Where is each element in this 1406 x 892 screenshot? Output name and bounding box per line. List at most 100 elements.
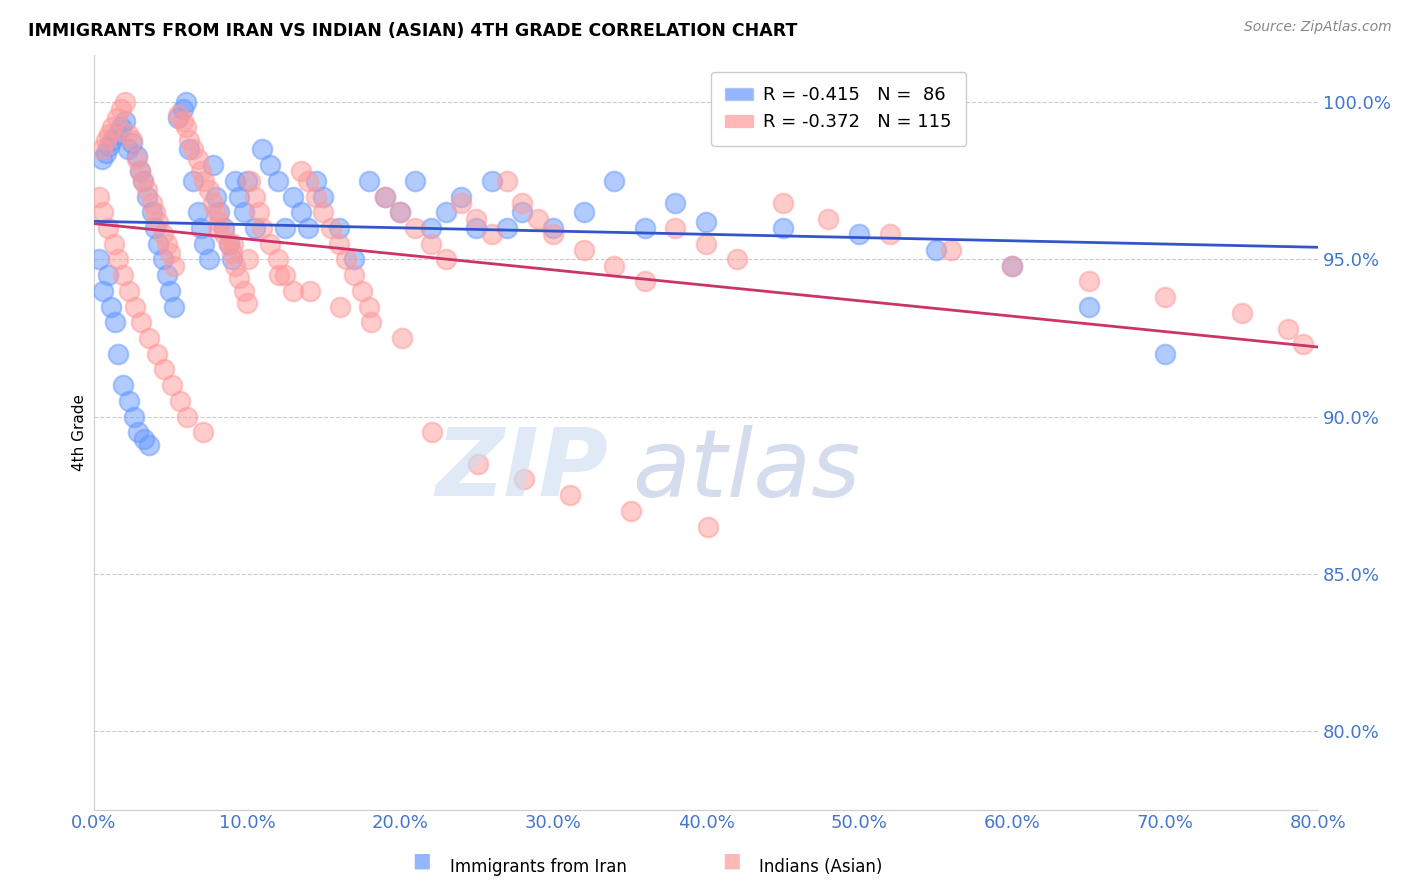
Point xyxy=(218,236,240,251)
Point xyxy=(1230,306,1253,320)
Point xyxy=(218,236,240,251)
Text: atlas: atlas xyxy=(633,425,860,516)
Point xyxy=(153,362,176,376)
Point xyxy=(197,183,219,197)
Point xyxy=(176,409,198,424)
Point xyxy=(105,111,128,125)
Point xyxy=(297,174,319,188)
Point xyxy=(91,284,114,298)
Point xyxy=(817,211,839,226)
Point xyxy=(772,195,794,210)
Point xyxy=(572,205,595,219)
Point xyxy=(359,300,381,314)
Point xyxy=(148,215,170,229)
Point xyxy=(481,227,503,242)
Point xyxy=(388,205,411,219)
Point xyxy=(118,284,141,298)
Point xyxy=(132,174,155,188)
Point xyxy=(343,268,366,282)
Point xyxy=(183,143,205,157)
Point xyxy=(879,227,901,242)
Point xyxy=(420,425,443,440)
Point xyxy=(91,205,114,219)
Point xyxy=(121,136,143,150)
Point xyxy=(174,95,197,110)
Point xyxy=(125,152,148,166)
Point xyxy=(695,236,717,251)
Point xyxy=(177,143,200,157)
Point xyxy=(202,158,225,172)
Point xyxy=(281,284,304,298)
Point xyxy=(98,139,121,153)
Point xyxy=(208,215,231,229)
Point xyxy=(224,259,246,273)
Point xyxy=(239,174,262,188)
Point xyxy=(465,221,488,235)
Point xyxy=(321,221,343,235)
Point xyxy=(193,174,215,188)
Point xyxy=(156,236,179,251)
Point xyxy=(124,300,146,314)
Point xyxy=(172,102,194,116)
Text: Immigrants from Iran: Immigrants from Iran xyxy=(450,858,627,876)
Point xyxy=(236,296,259,310)
Point xyxy=(122,409,145,424)
Point xyxy=(450,195,472,210)
Point xyxy=(128,164,150,178)
Point xyxy=(434,205,457,219)
Point xyxy=(162,259,184,273)
Point xyxy=(187,205,209,219)
Point xyxy=(281,189,304,203)
Point xyxy=(228,271,250,285)
Point xyxy=(212,227,235,242)
Point xyxy=(526,211,548,226)
Point xyxy=(848,227,870,242)
Point xyxy=(103,236,125,251)
Point xyxy=(141,205,163,219)
Point xyxy=(228,189,250,203)
Point xyxy=(111,268,134,282)
Point xyxy=(107,347,129,361)
Point xyxy=(939,243,962,257)
Point xyxy=(467,457,489,471)
Point xyxy=(207,221,229,235)
Point xyxy=(496,174,519,188)
Point xyxy=(208,205,231,219)
Point xyxy=(221,246,243,260)
Point xyxy=(90,143,112,157)
Point xyxy=(259,236,281,251)
Point xyxy=(243,189,266,203)
Point xyxy=(117,143,139,157)
Point xyxy=(110,120,132,135)
Point xyxy=(90,152,112,166)
Point xyxy=(160,378,183,392)
Point xyxy=(496,221,519,235)
Point xyxy=(512,195,534,210)
Text: IMMIGRANTS FROM IRAN VS INDIAN (ASIAN) 4TH GRADE CORRELATION CHART: IMMIGRANTS FROM IRAN VS INDIAN (ASIAN) 4… xyxy=(28,22,797,40)
Point xyxy=(634,221,657,235)
Point xyxy=(634,275,657,289)
Point xyxy=(465,211,488,226)
Point xyxy=(98,127,121,141)
Point xyxy=(359,174,381,188)
Point xyxy=(174,120,197,135)
Point xyxy=(190,221,212,235)
Point xyxy=(136,183,159,197)
Point xyxy=(259,158,281,172)
Point xyxy=(1277,321,1299,335)
Point xyxy=(205,189,228,203)
Point xyxy=(266,252,288,267)
Point xyxy=(107,252,129,267)
Point xyxy=(128,164,150,178)
Point xyxy=(541,227,564,242)
Point xyxy=(243,221,266,235)
Point xyxy=(298,284,321,298)
Point xyxy=(1154,347,1177,361)
Point xyxy=(391,331,413,345)
Point xyxy=(266,174,288,188)
Point xyxy=(404,221,426,235)
Text: ZIP: ZIP xyxy=(436,424,609,516)
Point xyxy=(328,221,350,235)
Point xyxy=(247,205,270,219)
Point xyxy=(232,284,254,298)
